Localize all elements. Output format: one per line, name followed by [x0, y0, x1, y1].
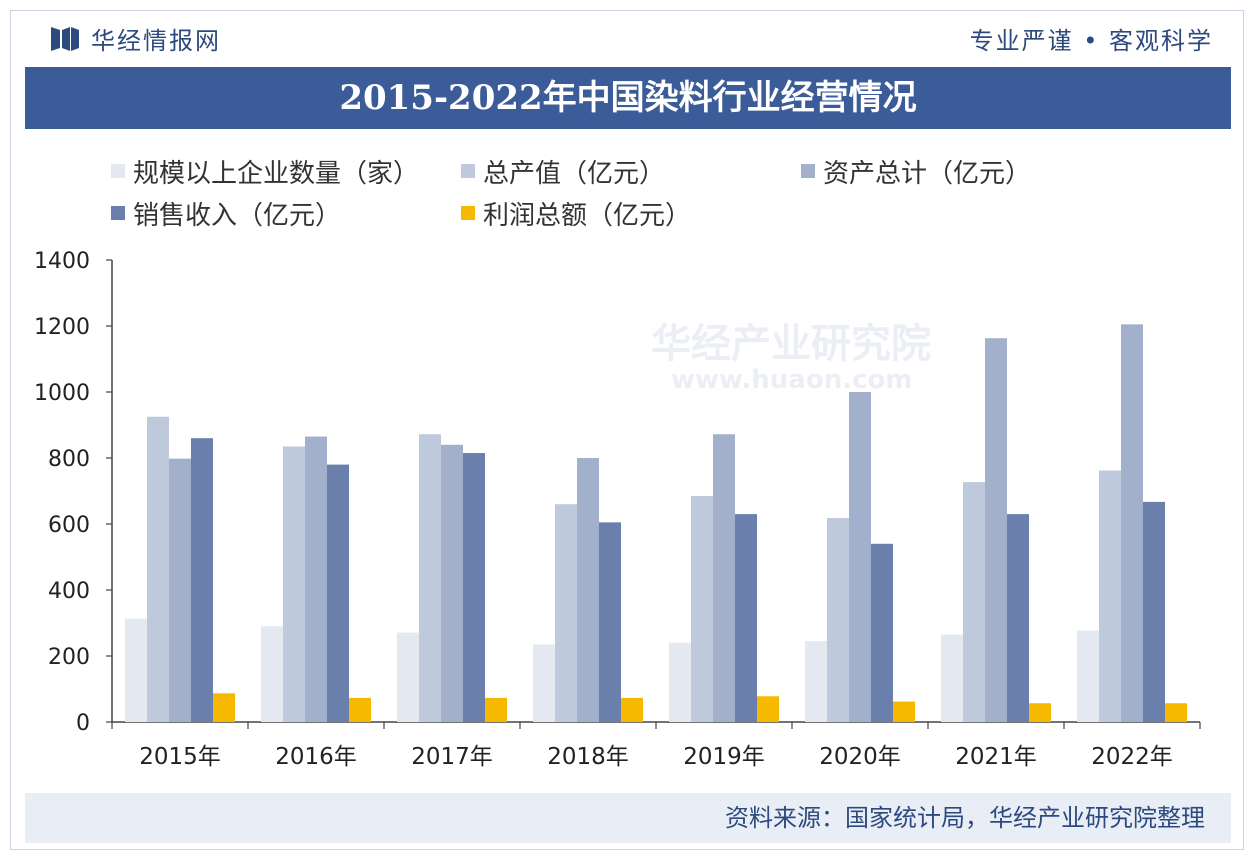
x-tick-label: 2016年	[275, 744, 357, 770]
legend-label: 销售收入（亿元）	[133, 200, 342, 231]
bar	[533, 644, 555, 722]
y-tick-label: 800	[48, 447, 90, 472]
bar	[261, 626, 283, 722]
x-tick-label: 2018年	[547, 744, 629, 770]
bar	[1077, 630, 1099, 722]
bar	[1143, 501, 1165, 722]
bar	[283, 446, 305, 722]
bar	[941, 634, 963, 722]
x-tick-label: 2017年	[411, 744, 493, 770]
legend-item: 利润总额（亿元）	[461, 193, 691, 233]
y-tick-label: 600	[48, 513, 90, 538]
legend-label: 总产值（亿元）	[483, 158, 666, 189]
y-tick-label: 1200	[34, 315, 90, 340]
legend-swatch	[461, 206, 475, 220]
legend-swatch	[801, 164, 815, 178]
bar	[191, 438, 213, 722]
bar	[757, 696, 779, 722]
bar	[871, 543, 893, 722]
bar	[441, 444, 463, 722]
y-tick-label: 1400	[34, 249, 90, 274]
bar	[169, 458, 191, 722]
legend-item: 总产值（亿元）	[461, 151, 665, 191]
legend-label: 资产总计（亿元）	[823, 158, 1032, 189]
bar	[735, 514, 757, 722]
bar	[147, 416, 169, 722]
bar	[349, 697, 371, 722]
y-tick-label: 400	[48, 579, 90, 604]
x-tick-label: 2015年	[139, 744, 221, 770]
legend-item: 销售收入（亿元）	[111, 193, 341, 233]
bar	[397, 632, 419, 722]
legend-swatch	[111, 164, 125, 178]
y-tick-label: 0	[76, 711, 90, 736]
bar	[691, 495, 713, 722]
brand-name: 华经情报网	[91, 27, 221, 55]
x-tick-label: 2022年	[1091, 744, 1173, 770]
legend-swatch	[461, 164, 475, 178]
bar	[985, 338, 1007, 722]
chart-legend: 规模以上企业数量（家） 总产值（亿元） 资产总计（亿元） 销售收入（亿元） 利润总额（亿…	[111, 151, 1211, 247]
bar	[963, 482, 985, 722]
bar	[1121, 324, 1143, 722]
bar	[213, 693, 235, 722]
bar	[305, 436, 327, 722]
bar	[713, 434, 735, 722]
bar	[1007, 514, 1029, 722]
bar	[555, 504, 577, 722]
brand-slogan: 专业严谨 • 客观科学	[969, 27, 1213, 55]
chart-title: 2015-2022年中国染料行业经营情况	[339, 78, 917, 118]
bar	[599, 522, 621, 722]
top-bar: 华经情报网 专业严谨 • 客观科学	[11, 11, 1243, 67]
bar	[805, 641, 827, 722]
bar	[327, 464, 349, 722]
legend-item: 规模以上企业数量（家）	[111, 151, 419, 191]
y-tick-label: 200	[48, 645, 90, 670]
bar	[577, 458, 599, 722]
bar	[125, 618, 147, 722]
y-tick-label: 1000	[34, 381, 90, 406]
x-tick-label: 2020年	[819, 744, 901, 770]
legend-label: 利润总额（亿元）	[483, 200, 692, 231]
data-source: 资料来源：国家统计局，华经产业研究院整理	[725, 804, 1205, 832]
bar	[1029, 703, 1051, 722]
bar	[849, 392, 871, 722]
x-tick-label: 2021年	[955, 744, 1037, 770]
legend-swatch	[111, 206, 125, 220]
brand-logo-icon	[51, 27, 79, 51]
bar	[1165, 703, 1187, 722]
bar	[827, 518, 849, 722]
footer-bar: 资料来源：国家统计局，华经产业研究院整理	[25, 793, 1231, 843]
bar	[463, 453, 485, 722]
legend-item: 资产总计（亿元）	[801, 151, 1031, 191]
bar	[893, 701, 915, 722]
x-tick-label: 2019年	[683, 744, 765, 770]
bar	[485, 697, 507, 722]
bar	[1099, 470, 1121, 722]
bar	[669, 642, 691, 722]
bar	[621, 697, 643, 722]
legend-label: 规模以上企业数量（家）	[133, 158, 420, 189]
bar	[419, 434, 441, 722]
title-bar: 2015-2022年中国染料行业经营情况	[25, 67, 1231, 129]
